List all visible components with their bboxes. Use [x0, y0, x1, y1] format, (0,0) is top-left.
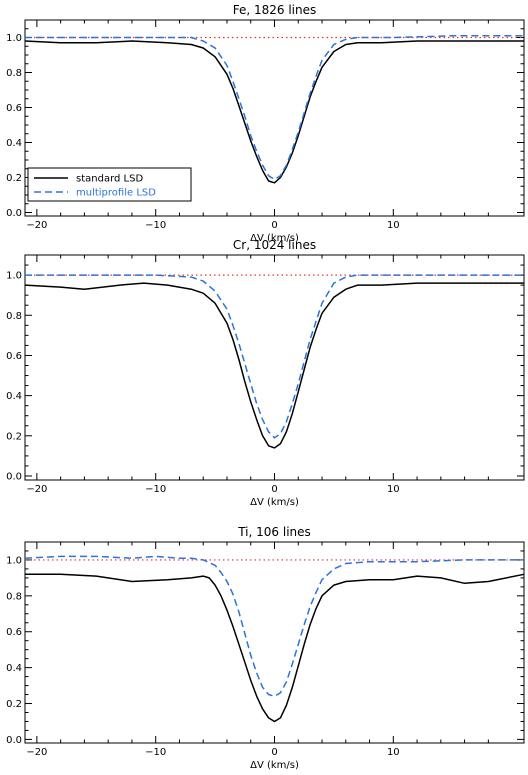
panel-title: Ti, 106 lines — [237, 525, 311, 539]
x-tick-label: −20 — [26, 220, 47, 231]
series-line-standard — [24, 282, 524, 449]
y-tick-label: 0.0 — [6, 471, 22, 482]
plot-frame — [24, 541, 525, 744]
series-line-multiprofile — [25, 274, 524, 439]
x-axis-label: ΔV (km/s) — [250, 760, 299, 771]
x-tick-label: 0 — [271, 220, 277, 231]
x-tick-label: −10 — [145, 484, 166, 495]
x-tick-label: −20 — [26, 747, 47, 758]
y-tick-label: 1.0 — [6, 271, 22, 282]
y-tick-label: 0.2 — [6, 173, 22, 184]
y-tick-label: 0.8 — [6, 68, 22, 79]
panel-3: Ti, 106 lines −20 −10 0 10 0.0 0.2 0.4 0.6 0.8 1.0… — [6, 525, 525, 771]
x-tick-label: 10 — [387, 484, 400, 495]
y-tick-label: 0.4 — [6, 391, 22, 402]
panel-2: Cr, 1024 lines −20 −10 0 10 0.0 0.2 0.4 0.6 0.8 1.… — [6, 238, 525, 508]
y-tick-label: 1.0 — [6, 33, 22, 44]
legend-box — [27, 167, 192, 202]
panel-title: Cr, 1024 lines — [233, 238, 316, 252]
x-tick-label: 10 — [387, 747, 400, 758]
y-tick-label: 0.4 — [6, 138, 22, 149]
panel-title: Fe, 1826 lines — [233, 3, 317, 17]
x-tick-label: 0 — [271, 484, 277, 495]
legend-entry: standard LSD — [76, 174, 143, 185]
x-tick-label: 10 — [387, 220, 400, 231]
y-tick-label: 0.6 — [6, 351, 22, 362]
legend: standard LSD multiprofile LSD — [27, 167, 192, 202]
plot-frame — [24, 254, 525, 481]
series-line-standard — [25, 573, 525, 723]
y-tick-label: 0.6 — [6, 103, 22, 114]
x-tick-label: −10 — [145, 220, 166, 231]
x-tick-label: −20 — [26, 484, 47, 495]
y-tick-label: 0.8 — [6, 311, 22, 322]
x-tick-label: 0 — [271, 747, 277, 758]
y-tick-label: 0.8 — [6, 591, 22, 602]
panel-1: Fe, 1826 lines −20 −10 0 10 0.0 0.2 0.4 0.6 0.8 1.… — [6, 3, 525, 244]
y-tick-label: 1.0 — [6, 555, 22, 566]
x-tick-label: −10 — [145, 747, 166, 758]
y-tick-label: 0.4 — [6, 663, 22, 674]
x-axis-label: ΔV (km/s) — [250, 233, 299, 244]
legend-entry: multiprofile LSD — [76, 188, 156, 199]
y-tick-label: 0.2 — [6, 431, 22, 442]
y-tick-label: 0.2 — [6, 699, 22, 710]
y-tick-label: 0.6 — [6, 627, 22, 638]
x-axis-label: ΔV (km/s) — [250, 497, 299, 508]
series-line-multiprofile — [25, 35, 524, 181]
y-tick-label: 0.0 — [6, 735, 22, 746]
series-line-standard — [24, 40, 524, 184]
series-line-multiprofile — [24, 555, 524, 698]
y-tick-label: 0.0 — [6, 208, 22, 219]
